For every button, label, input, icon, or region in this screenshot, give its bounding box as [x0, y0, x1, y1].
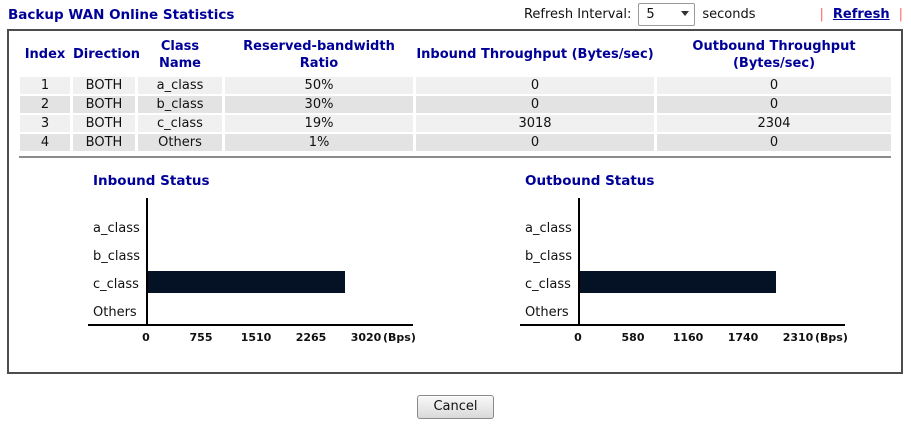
- inbound-status-chart: Inbound Status a_class b_class c_class Other…: [88, 172, 416, 347]
- chart-plot-area: [520, 197, 845, 326]
- table-cell: 0: [657, 76, 891, 94]
- chart-category-label: c_class: [93, 276, 139, 292]
- refresh-interval-unit: seconds: [702, 7, 756, 22]
- chart-body: a_class b_class c_class Others: [88, 197, 413, 327]
- separator-pipe: |: [898, 7, 903, 22]
- refresh-interval-label: Refresh Interval:: [523, 7, 632, 22]
- chart-x-ticks: 0 755 1510 2265 3020 (Bps): [142, 330, 416, 347]
- table-cell: 4: [20, 133, 70, 151]
- table-cell: 1%: [225, 133, 413, 151]
- chart-bar: [148, 270, 345, 293]
- x-tick-label: 1160: [672, 330, 704, 344]
- table-cell: 0: [416, 95, 654, 113]
- footer-row: Cancel: [0, 395, 911, 419]
- chart-body: a_class b_class c_class Others: [520, 197, 845, 327]
- chart-x-ticks: 0 580 1160 1740 2310 (Bps): [574, 330, 848, 347]
- refresh-interval-select[interactable]: 5: [638, 3, 696, 26]
- table-cell: c_class: [138, 114, 222, 132]
- chart-bar: [580, 270, 776, 293]
- page-title: Backup WAN Online Statistics: [8, 6, 235, 23]
- chart-plot-area: [88, 197, 413, 326]
- chart-title: Outbound Status: [525, 172, 655, 189]
- table-row: 3 BOTH c_class 19% 3018 2304: [20, 114, 891, 132]
- refresh-link-group: | Refresh |: [820, 7, 904, 22]
- chart-category-label: Others: [93, 304, 137, 320]
- x-axis-line: [520, 323, 845, 326]
- table-cell: 0: [657, 95, 891, 113]
- col-header-index: Index: [20, 37, 70, 75]
- table-row: 4 BOTH Others 1% 0 0: [20, 133, 891, 151]
- table-cell: 1: [20, 76, 70, 94]
- chart-category-label: c_class: [525, 276, 571, 292]
- chart-y-labels: a_class b_class c_class Others: [525, 198, 578, 327]
- col-header-outbound-throughput: Outbound Throughput (Bytes/sec): [657, 37, 891, 75]
- chart-category-label: a_class: [93, 220, 140, 236]
- x-tick-label: 580: [621, 330, 645, 344]
- table-cell: 0: [657, 133, 891, 151]
- chart-category-label: b_class: [93, 248, 141, 264]
- x-tick-label: 0: [574, 330, 582, 344]
- x-tick-label: 1510: [240, 330, 272, 344]
- x-tick-label: 755: [189, 330, 213, 344]
- x-tick-label: 3020: [350, 330, 382, 344]
- stats-table-body: 1 BOTH a_class 50% 0 0 2 BOTH b_class 30% 0 0 3 BOTH c…: [20, 76, 891, 151]
- refresh-link[interactable]: Refresh: [832, 7, 890, 22]
- table-cell: 3: [20, 114, 70, 132]
- statistics-panel: Index Direction Class Name Reserved-band…: [7, 29, 903, 374]
- cancel-button[interactable]: Cancel: [417, 395, 494, 419]
- x-tick-label: 0: [142, 330, 150, 344]
- x-axis-unit-label: (Bps): [815, 330, 848, 344]
- chart-category-label: a_class: [525, 220, 572, 236]
- table-cell: 0: [416, 133, 654, 151]
- x-tick-label: 2310: [782, 330, 814, 344]
- col-header-inbound-throughput: Inbound Throughput (Bytes/sec): [416, 37, 654, 75]
- table-cell: BOTH: [73, 133, 135, 151]
- table-cell: 3018: [416, 114, 654, 132]
- bandwidth-stats-table: Index Direction Class Name Reserved-band…: [17, 35, 894, 153]
- y-axis-line: [578, 197, 580, 326]
- table-cell: BOTH: [73, 76, 135, 94]
- col-header-direction: Direction: [73, 37, 140, 75]
- separator-pipe: |: [819, 7, 824, 22]
- x-axis-unit-label: (Bps): [383, 330, 416, 344]
- table-row: 2 BOTH b_class 30% 0 0: [20, 95, 891, 113]
- y-axis-line: [146, 197, 148, 326]
- table-cell: b_class: [138, 95, 222, 113]
- chart-title: Inbound Status: [93, 172, 210, 189]
- refresh-interval-area: Refresh Interval: 5 seconds | Refresh |: [524, 3, 903, 26]
- table-cell: 2304: [657, 114, 891, 132]
- table-cell: 50%: [225, 76, 413, 94]
- table-cell: a_class: [138, 76, 222, 94]
- table-cell: 0: [416, 76, 654, 94]
- col-header-class-name: Class Name: [138, 37, 222, 75]
- col-header-reserved-bandwidth-ratio: Reserved-bandwidth Ratio: [225, 37, 413, 75]
- chart-category-label: Others: [525, 304, 569, 320]
- table-cell: 19%: [225, 114, 413, 132]
- charts-row: Inbound Status a_class b_class c_class Other…: [9, 158, 901, 347]
- x-tick-label: 1740: [727, 330, 759, 344]
- refresh-interval-select-wrap: 5: [638, 3, 696, 26]
- chart-category-label: b_class: [525, 248, 573, 264]
- table-cell: Others: [138, 133, 222, 151]
- chart-y-labels: a_class b_class c_class Others: [93, 198, 146, 327]
- table-cell: BOTH: [73, 114, 135, 132]
- x-tick-label: 2265: [295, 330, 327, 344]
- table-header-row: Index Direction Class Name Reserved-band…: [20, 37, 891, 75]
- table-cell: 30%: [225, 95, 413, 113]
- x-axis-line: [88, 323, 413, 326]
- outbound-status-chart: Outbound Status a_class b_class c_class Othe…: [520, 172, 848, 347]
- table-cell: BOTH: [73, 95, 135, 113]
- top-bar: Backup WAN Online Statistics Refresh Int…: [0, 0, 911, 28]
- table-row: 1 BOTH a_class 50% 0 0: [20, 76, 891, 94]
- table-chart-divider: [19, 155, 891, 158]
- table-cell: 2: [20, 95, 70, 113]
